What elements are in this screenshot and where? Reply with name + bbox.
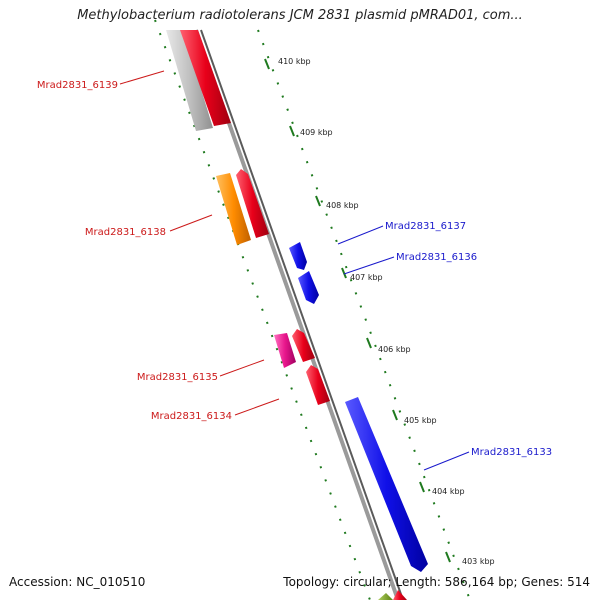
- leader-lines-reverse: [119, 70, 280, 416]
- tick-label-407: 407 kbp: [350, 273, 383, 282]
- gene-mrad2831-6138[interactable]: [236, 169, 269, 238]
- gene-mrad2831-6139[interactable]: [180, 30, 231, 126]
- tick-label-410: 410 kbp: [278, 57, 311, 66]
- tick-track-outer: [257, 29, 471, 600]
- tick-label-404: 404 kbp: [432, 487, 465, 496]
- topology-summary: Topology: circular; Length: 586,164 bp; …: [283, 575, 590, 589]
- tick-label-403: 403 kbp: [462, 557, 495, 566]
- gene-gray[interactable]: [166, 30, 213, 131]
- gene-olive[interactable]: [378, 593, 393, 600]
- gene-mrad2831-6137[interactable]: [289, 242, 307, 270]
- gene-label-mrad2831-6134[interactable]: Mrad2831_6134: [151, 411, 232, 422]
- major-ticks: [264, 58, 451, 563]
- tick-label-408: 408 kbp: [326, 201, 359, 210]
- gene-label-mrad2831-6139[interactable]: Mrad2831_6139: [37, 80, 118, 91]
- leader-lines-forward: [337, 225, 470, 471]
- tick-label-406: 406 kbp: [378, 345, 411, 354]
- gene-mrad2831-6133[interactable]: [345, 397, 428, 572]
- gene-mrad2831-6138-orange[interactable]: [216, 173, 251, 245]
- gene-label-mrad2831-6138[interactable]: Mrad2831_6138: [85, 227, 166, 238]
- tick-label-405: 405 kbp: [404, 416, 437, 425]
- gene-mrad2831-6135-pink[interactable]: [274, 333, 296, 368]
- gene-mrad2831-6134[interactable]: [306, 365, 330, 405]
- accession-text: Accession: NC_010510: [9, 575, 146, 589]
- map-title: Methylobacterium radiotolerans JCM 2831 …: [77, 8, 523, 23]
- backbone: [194, 29, 404, 600]
- tick-track-inner: [154, 19, 371, 600]
- gene-label-mrad2831-6133[interactable]: Mrad2831_6133: [471, 447, 552, 458]
- gene-red-bottom[interactable]: [393, 590, 407, 600]
- gene-label-mrad2831-6135[interactable]: Mrad2831_6135: [137, 372, 218, 383]
- gene-label-mrad2831-6137[interactable]: Mrad2831_6137: [385, 221, 466, 232]
- tick-label-409: 409 kbp: [300, 128, 333, 137]
- gene-mrad2831-6136[interactable]: [298, 271, 319, 304]
- gene-label-mrad2831-6136[interactable]: Mrad2831_6136: [396, 252, 477, 263]
- gene-mrad2831-6135[interactable]: [292, 329, 315, 362]
